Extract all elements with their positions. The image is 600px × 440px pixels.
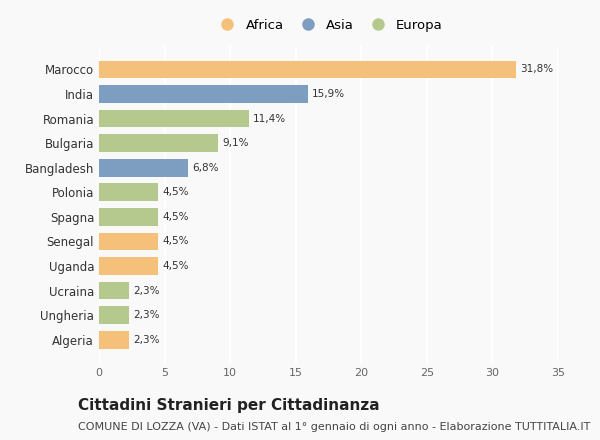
Bar [99,183,158,201]
Bar [99,257,158,275]
Text: Cittadini Stranieri per Cittadinanza: Cittadini Stranieri per Cittadinanza [78,398,380,413]
Bar [99,159,188,176]
Text: 4,5%: 4,5% [162,236,188,246]
Text: 4,5%: 4,5% [162,212,188,222]
Bar [99,306,129,324]
Text: 2,3%: 2,3% [133,286,160,296]
Text: 6,8%: 6,8% [192,163,218,173]
Text: 11,4%: 11,4% [253,114,286,124]
Bar [99,61,516,78]
Bar [99,208,158,226]
Bar [99,134,218,152]
Text: 9,1%: 9,1% [222,138,249,148]
Bar [99,331,129,348]
Text: 31,8%: 31,8% [520,64,553,74]
Text: 4,5%: 4,5% [162,261,188,271]
Bar [99,233,158,250]
Text: 2,3%: 2,3% [133,335,160,345]
Legend: Africa, Asia, Europa: Africa, Asia, Europa [211,16,446,35]
Text: 2,3%: 2,3% [133,310,160,320]
Text: 4,5%: 4,5% [162,187,188,197]
Bar [99,282,129,300]
Bar [99,85,308,103]
Text: 15,9%: 15,9% [311,89,344,99]
Text: COMUNE DI LOZZA (VA) - Dati ISTAT al 1° gennaio di ogni anno - Elaborazione TUTT: COMUNE DI LOZZA (VA) - Dati ISTAT al 1° … [78,422,590,432]
Bar [99,110,248,128]
